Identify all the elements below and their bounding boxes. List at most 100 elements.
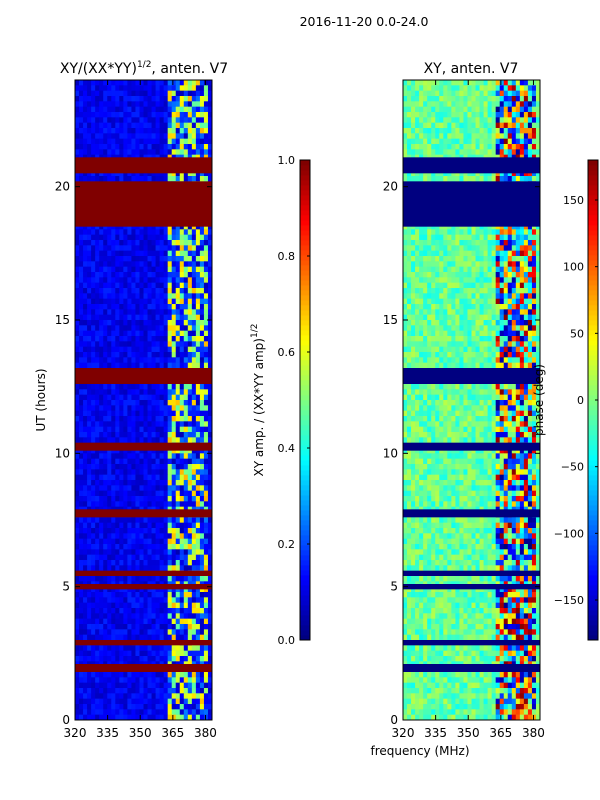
heatmap-cell — [199, 410, 205, 417]
heatmap-cell — [139, 314, 144, 321]
heatmap-cell — [115, 448, 120, 454]
heatmap-cell — [95, 565, 100, 571]
heatmap-cell — [75, 533, 80, 539]
heatmap-cell — [127, 117, 132, 123]
saturated-time-band — [75, 181, 212, 227]
heatmap-cell — [87, 474, 92, 481]
heatmap-cell — [151, 714, 156, 721]
heatmap-cell — [515, 138, 521, 145]
heatmap-cell — [111, 586, 116, 593]
heatmap-cell — [155, 266, 160, 273]
heatmap-cell — [87, 394, 92, 401]
heatmap-cell — [99, 362, 104, 369]
heatmap-cell — [135, 96, 140, 102]
heatmap-cell — [87, 485, 92, 491]
heatmap-cell — [79, 544, 84, 550]
heatmap-cell — [139, 437, 144, 443]
heatmap-cell — [79, 469, 84, 475]
heatmap-cell — [155, 90, 160, 97]
heatmap-cell — [151, 170, 156, 177]
heatmap-cell — [119, 688, 124, 694]
heatmap-cell — [207, 320, 213, 326]
heatmap-cell — [167, 650, 173, 657]
heatmap-cell — [127, 400, 132, 406]
heatmap-cell — [451, 176, 456, 182]
heatmap-cell — [187, 704, 193, 710]
heatmap-cell — [95, 538, 100, 545]
heatmap-cell — [91, 400, 96, 406]
heatmap-cell — [207, 245, 213, 251]
heatmap-cell — [159, 677, 164, 683]
heatmap-cell — [183, 282, 189, 289]
heatmap-cell — [131, 288, 136, 294]
heatmap-cell — [119, 261, 124, 267]
heatmap-cell — [191, 240, 197, 246]
colorbar-segment — [300, 275, 310, 281]
heatmap-cell — [191, 90, 197, 97]
heatmap-cell — [187, 128, 193, 134]
heatmap-cell — [207, 304, 213, 310]
heatmap-cell — [467, 138, 472, 145]
heatmap-cell — [139, 240, 144, 246]
heatmap-cell — [171, 224, 177, 230]
heatmap-cell — [119, 464, 124, 470]
heatmap-cell — [123, 560, 128, 566]
heatmap-cell — [171, 693, 177, 699]
heatmap-cell — [115, 432, 120, 438]
heatmap-cell — [99, 341, 104, 347]
heatmap-cell — [111, 389, 116, 395]
heatmap-cell — [75, 490, 80, 497]
heatmap-cell — [151, 138, 156, 145]
heatmap-cell — [119, 426, 124, 433]
heatmap-cell — [459, 112, 464, 118]
heatmap-cell — [207, 96, 213, 102]
heatmap-cell — [187, 282, 193, 289]
heatmap-cell — [87, 149, 92, 155]
heatmap-cell — [79, 304, 84, 310]
heatmap-cell — [75, 234, 80, 241]
heatmap-cell — [107, 272, 112, 278]
heatmap-cell — [123, 272, 128, 278]
heatmap-cell — [127, 421, 132, 427]
heatmap-cell — [91, 672, 96, 678]
heatmap-cell — [151, 96, 156, 102]
heatmap-cell — [127, 490, 132, 497]
heatmap-cell — [203, 117, 209, 123]
heatmap-cell — [95, 288, 100, 294]
heatmap-cell — [135, 538, 140, 545]
heatmap-cell — [75, 346, 80, 353]
heatmap-cell — [83, 384, 88, 390]
heatmap-cell — [103, 282, 108, 289]
heatmap-cell — [207, 298, 213, 305]
heatmap-cell — [139, 714, 144, 721]
heatmap-cell — [147, 650, 152, 657]
colorbar-segment — [300, 550, 310, 556]
heatmap-cell — [91, 389, 96, 395]
heatmap-cell — [87, 320, 92, 326]
heatmap-cell — [91, 394, 96, 401]
heatmap-cell — [203, 592, 209, 598]
heatmap-cell — [175, 704, 181, 710]
heatmap-cell — [191, 330, 197, 337]
heatmap-cell — [175, 133, 181, 139]
heatmap-cell — [199, 96, 205, 102]
heatmap-cell — [75, 480, 80, 486]
heatmap-cell — [159, 341, 164, 347]
heatmap-cell — [187, 117, 193, 123]
heatmap-cell — [123, 688, 128, 694]
heatmap-cell — [79, 474, 84, 481]
heatmap-cell — [439, 128, 444, 134]
heatmap-cell — [123, 522, 128, 529]
heatmap-cell — [167, 325, 173, 331]
heatmap-cell — [119, 384, 124, 390]
heatmap-cell — [111, 421, 116, 427]
heatmap-cell — [139, 469, 144, 475]
heatmap-cell — [143, 282, 148, 289]
heatmap-cell — [183, 240, 189, 246]
heatmap-cell — [99, 309, 104, 315]
heatmap-cell — [191, 714, 197, 721]
heatmap-cell — [507, 90, 513, 97]
heatmap-cell — [403, 101, 408, 107]
heatmap-cell — [147, 448, 152, 454]
heatmap-cell — [147, 330, 152, 337]
